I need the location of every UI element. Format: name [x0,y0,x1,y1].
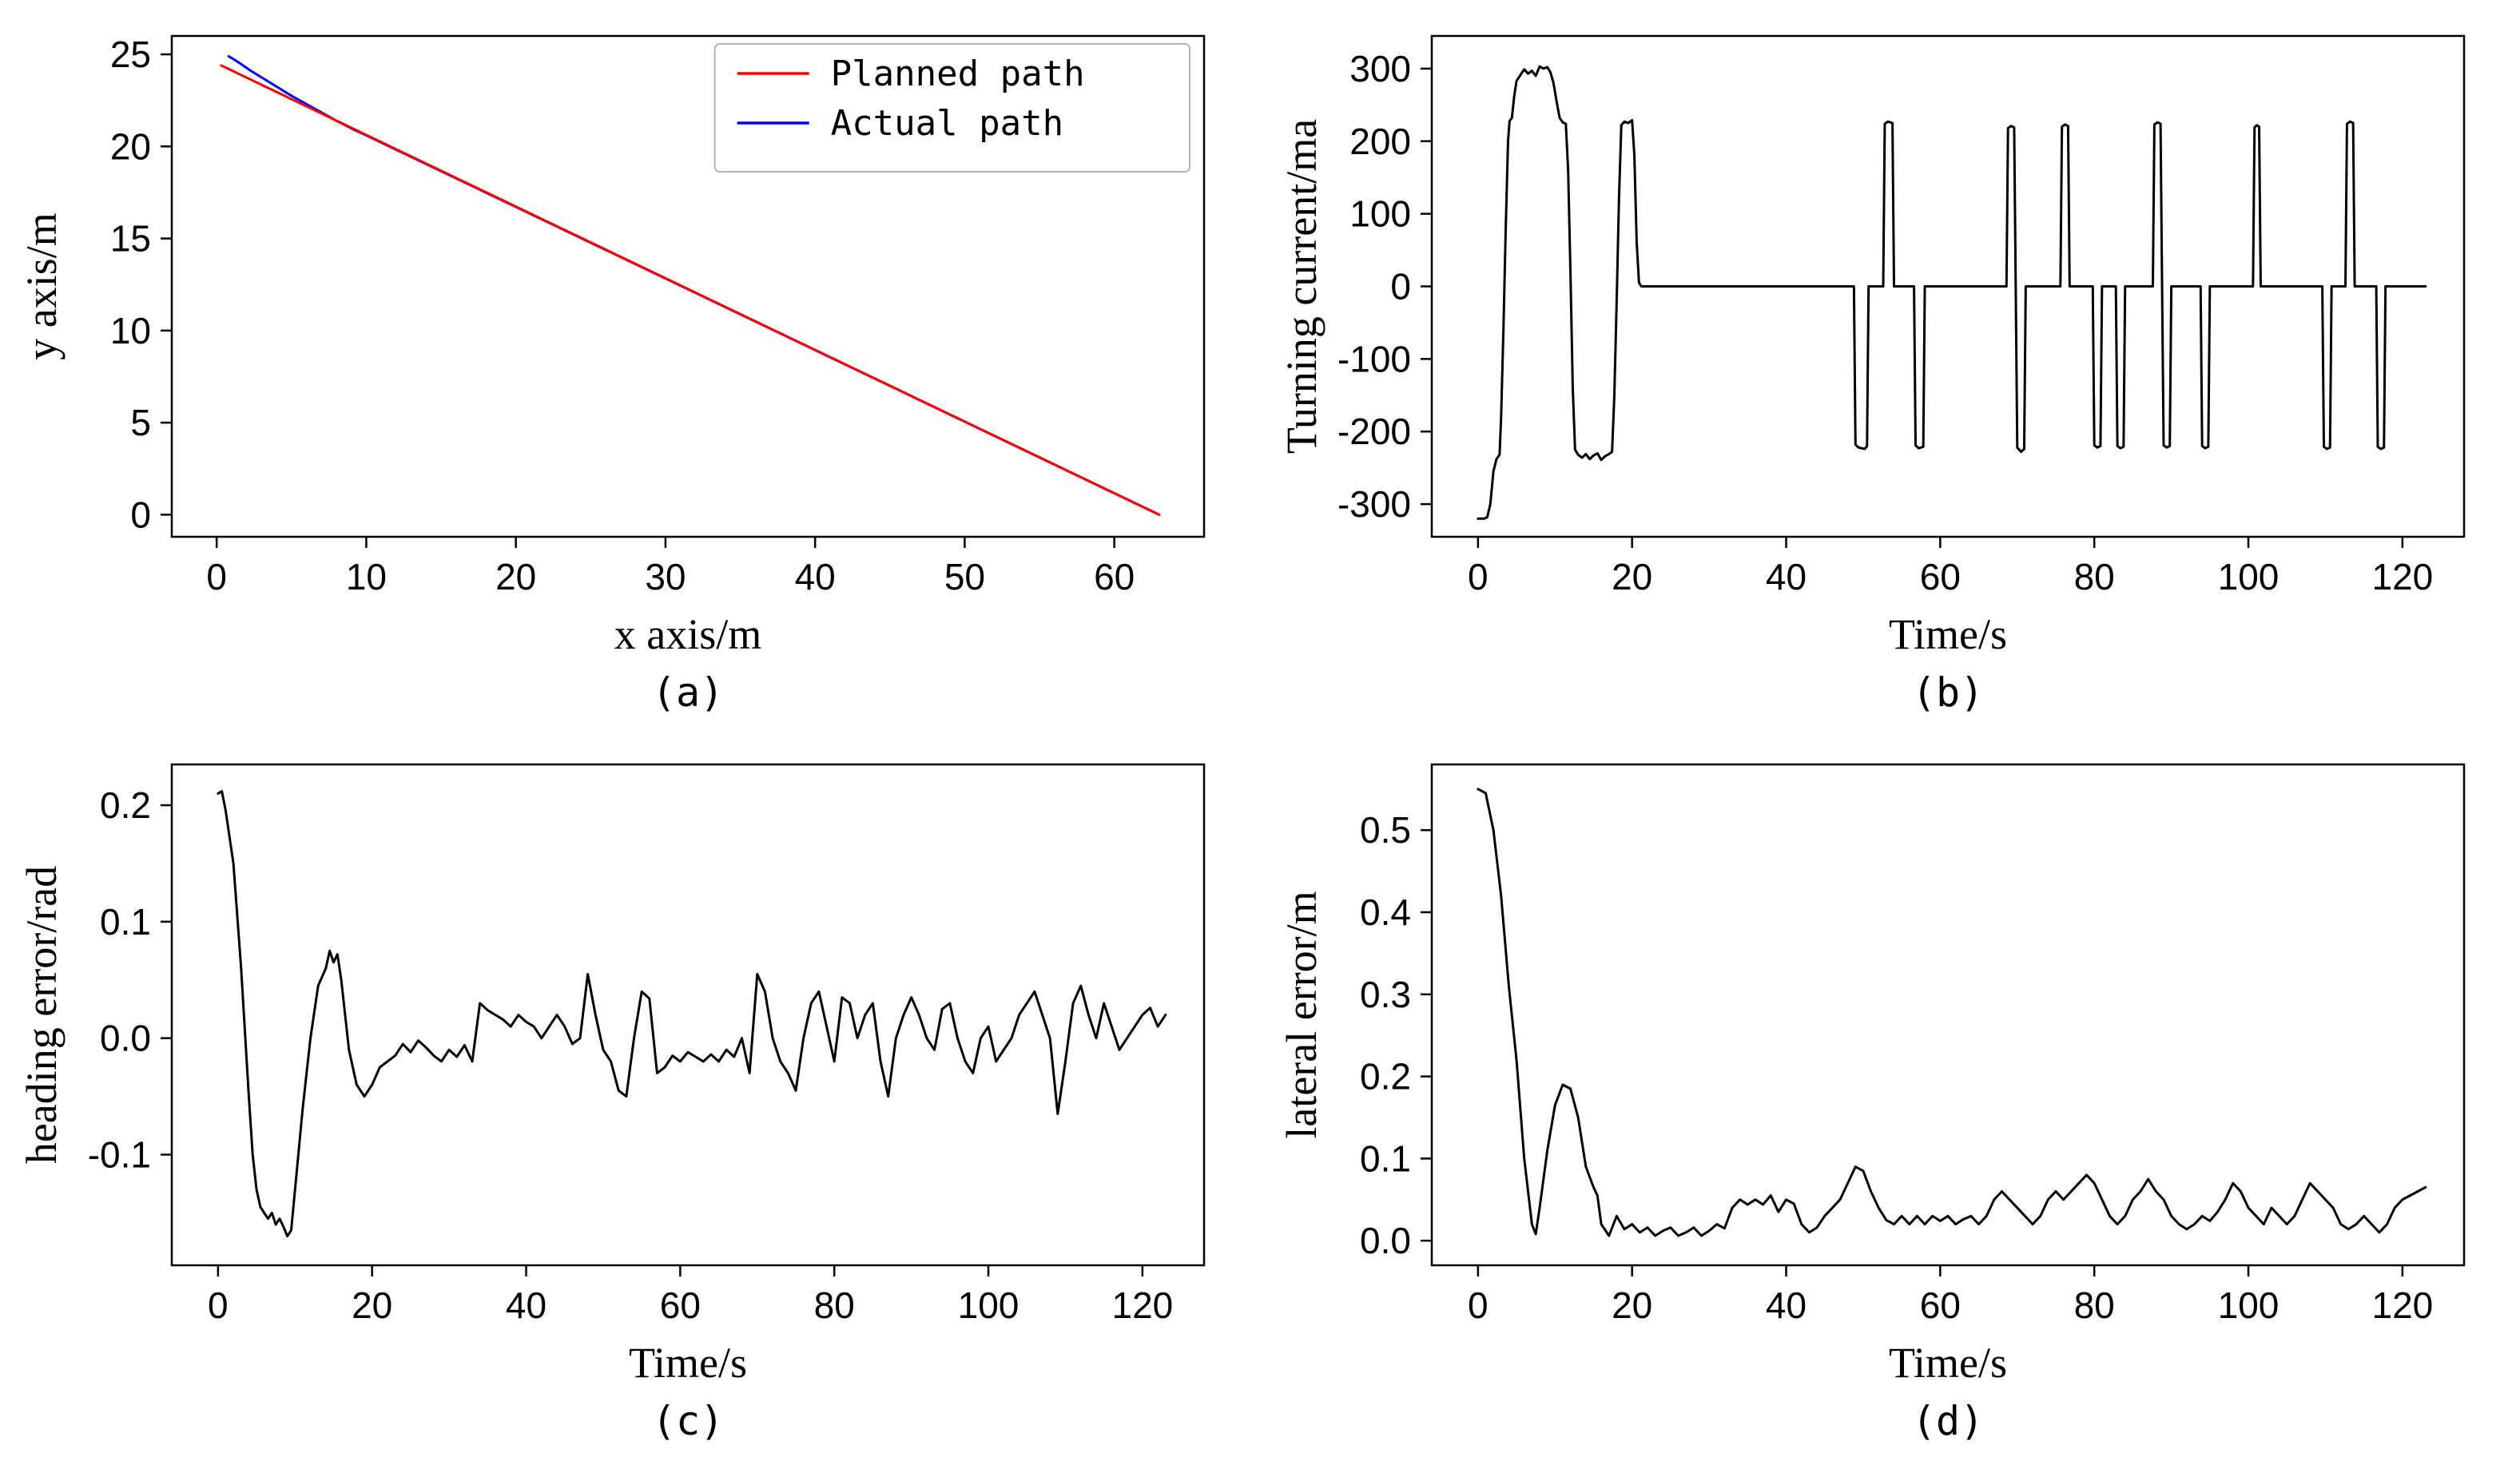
svg-text:0.2: 0.2 [1360,1056,1411,1098]
svg-text:(c): (c) [652,1398,724,1444]
svg-text:Turning current/ma: Turning current/ma [1278,119,1326,454]
chart-panel-b: 0 20 40 60 80 100 120 -300 -200 -100 0 100 200 300 Tim… [1260,0,2520,728]
svg-text:300: 300 [1349,48,1411,89]
svg-text:0: 0 [1468,556,1489,597]
svg-text:25: 25 [110,34,151,75]
svg-text:60: 60 [1920,1284,1961,1326]
svg-text:(b): (b) [1912,669,1984,716]
svg-text:100: 100 [1349,193,1411,235]
svg-text:120: 120 [2371,1284,2433,1326]
svg-text:(d): (d) [1912,1398,1984,1444]
svg-text:20: 20 [1612,1284,1652,1326]
svg-text:40: 40 [506,1284,547,1326]
svg-text:40: 40 [1766,1284,1807,1326]
svg-text:Time/s: Time/s [1889,610,2007,658]
svg-text:-200: -200 [1338,411,1411,452]
svg-text:lateral error/m: lateral error/m [1278,891,1326,1138]
chart-d-lateral-error: 0 20 40 60 80 100 120 0.0 0.1 0.2 0.3 0.4 0.5 Time/s l… [1278,763,2466,1444]
svg-text:0: 0 [1468,1284,1489,1326]
svg-text:0: 0 [206,556,227,597]
svg-text:0.0: 0.0 [100,1018,151,1059]
chart-panel-a: 0 10 20 30 40 50 60 0 5 10 15 20 25 x axis/m y axis/m (… [0,0,1260,728]
svg-text:100: 100 [958,1284,1020,1326]
svg-text:40: 40 [1766,556,1807,597]
svg-text:heading error/rad: heading error/rad [18,866,66,1164]
svg-text:Time/s: Time/s [1889,1339,2007,1387]
svg-text:50: 50 [944,556,985,597]
svg-text:10: 10 [110,310,151,351]
chart-panel-d: 0 20 40 60 80 100 120 0.0 0.1 0.2 0.3 0.4 0.5 Time/s l… [1260,728,2520,1457]
svg-text:0.1: 0.1 [1360,1137,1411,1179]
svg-text:60: 60 [1094,556,1135,597]
chart-b-turning-current: 0 20 40 60 80 100 120 -300 -200 -100 0 100 200 300 Tim… [1278,34,2466,716]
svg-text:Actual path: Actual path [831,103,1063,144]
svg-text:100: 100 [2218,1284,2280,1326]
svg-text:-300: -300 [1338,483,1411,525]
svg-text:80: 80 [2074,1284,2115,1326]
chart-panel-c: 0 20 40 60 80 100 120 -0.1 0.0 0.1 0.2 Time/s headin… [0,728,1260,1457]
svg-text:120: 120 [2371,556,2433,597]
svg-text:60: 60 [660,1284,701,1326]
svg-text:y axis/m: y axis/m [18,212,66,360]
svg-text:0: 0 [1390,266,1411,308]
svg-text:200: 200 [1349,121,1411,162]
svg-text:20: 20 [352,1284,392,1326]
svg-text:0.1: 0.1 [100,901,151,943]
svg-text:20: 20 [110,125,151,167]
svg-text:30: 30 [645,556,686,597]
svg-text:15: 15 [110,218,151,260]
svg-text:80: 80 [814,1284,855,1326]
svg-text:10: 10 [346,556,387,597]
svg-text:100: 100 [2218,556,2280,597]
svg-text:-0.1: -0.1 [88,1133,151,1175]
chart-a-planned-vs-actual-path: 0 10 20 30 40 50 60 0 5 10 15 20 25 x axis/m y axis/m (… [18,34,1206,716]
svg-text:0.0: 0.0 [1360,1220,1411,1261]
svg-text:-100: -100 [1338,338,1411,379]
svg-text:(a): (a) [652,669,724,716]
svg-text:0: 0 [208,1284,229,1326]
svg-text:0.2: 0.2 [100,784,151,826]
svg-text:0.3: 0.3 [1360,974,1411,1015]
svg-text:0: 0 [130,494,151,535]
chart-c-heading-error: 0 20 40 60 80 100 120 -0.1 0.0 0.1 0.2 Time/s headin… [18,763,1206,1444]
svg-text:x axis/m: x axis/m [614,610,762,658]
svg-text:80: 80 [2074,556,2115,597]
svg-text:120: 120 [1111,1284,1173,1326]
svg-text:20: 20 [1612,556,1652,597]
svg-text:Time/s: Time/s [629,1339,747,1387]
svg-text:20: 20 [495,556,536,597]
svg-text:0.5: 0.5 [1360,809,1411,851]
svg-text:40: 40 [795,556,836,597]
svg-text:0.4: 0.4 [1360,891,1411,933]
svg-text:5: 5 [130,402,151,443]
svg-text:60: 60 [1920,556,1961,597]
svg-text:Planned path: Planned path [831,54,1085,94]
